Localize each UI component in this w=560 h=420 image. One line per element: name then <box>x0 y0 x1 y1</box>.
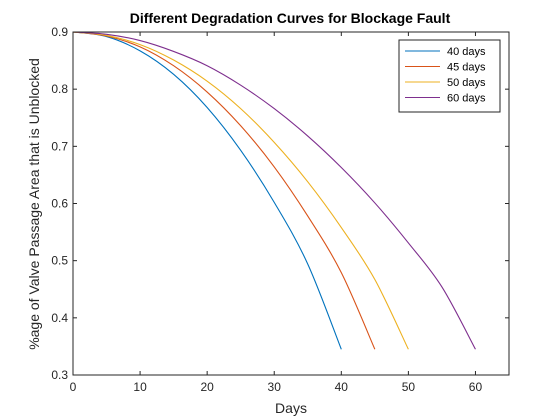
x-tick-label: 40 <box>335 380 349 394</box>
chart-title: Different Degradation Curves for Blockag… <box>130 10 451 26</box>
legend-box <box>398 39 501 113</box>
x-tick-label: 30 <box>268 380 282 394</box>
y-tick-label: 0.7 <box>51 139 68 153</box>
y-tick-label: 0.3 <box>51 368 68 382</box>
legend-label: 45 days <box>447 62 486 74</box>
x-tick-label: 50 <box>402 380 416 394</box>
legend-label: 50 days <box>447 77 486 89</box>
y-axis-ticks: 0.3 0.4 0.5 0.6 0.7 0.8 0.9 <box>51 25 509 382</box>
legend-label: 40 days <box>447 46 486 58</box>
series-line-45-days <box>72 31 376 350</box>
y-tick-label: 0.6 <box>51 197 68 211</box>
legend-label: 60 days <box>447 93 486 105</box>
series-line-40-days <box>72 31 342 350</box>
plot-area: 0 10 20 30 40 50 60 0.3 0.4 0.5 0.6 0.7 0.8 0.9 <box>51 25 510 394</box>
x-axis-ticks: 0 10 20 30 40 50 60 <box>70 32 483 394</box>
x-tick-label: 0 <box>70 380 77 394</box>
series-layer <box>72 31 476 350</box>
y-tick-label: 0.5 <box>51 254 68 268</box>
y-tick-label: 0.4 <box>51 311 68 325</box>
y-tick-label: 0.9 <box>51 25 68 39</box>
series-line-60-days <box>72 31 476 350</box>
x-axis-label: Days <box>275 400 307 416</box>
series-line-50-days <box>72 31 409 350</box>
x-tick-label: 20 <box>200 380 214 394</box>
y-axis-label: %age of Valve Passage Area that is Unblo… <box>26 58 42 350</box>
x-tick-label: 10 <box>133 380 147 394</box>
legend: 40 days 45 days 50 days 60 days <box>398 39 501 113</box>
x-tick-label: 60 <box>469 380 483 394</box>
legend-items: 40 days 45 days 50 days 60 days <box>405 46 486 105</box>
y-tick-label: 0.8 <box>51 82 68 96</box>
